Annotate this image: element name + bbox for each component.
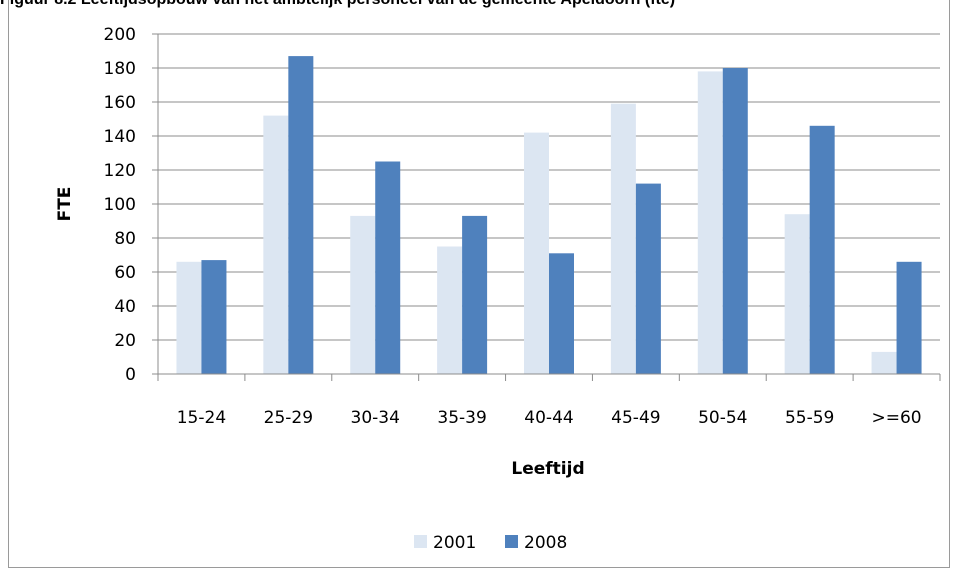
legend-swatch-2008 — [505, 535, 518, 548]
x-tick-label: 45-49 — [611, 408, 660, 428]
bar-2008-15-24 — [201, 260, 227, 374]
bar-2001-50-54 — [697, 71, 723, 375]
y-tick-label: 80 — [114, 229, 136, 249]
y-tick-label: 160 — [104, 93, 136, 113]
y-tick-label: 180 — [104, 59, 136, 79]
x-tick-label: 15-24 — [177, 408, 226, 428]
y-tick-label: 40 — [114, 297, 136, 317]
y-tick-label: 0 — [125, 365, 136, 385]
bar-2008-50-54 — [722, 68, 748, 374]
bar-2008-30-34 — [375, 161, 401, 374]
x-tick-label: >=60 — [871, 408, 921, 428]
legend-label-2001: 2001 — [433, 533, 476, 553]
x-axis-label: Leeftijd — [511, 459, 584, 479]
bar-2001->=60 — [871, 351, 897, 374]
bar-2001-25-29 — [263, 115, 289, 374]
bar-2001-45-49 — [610, 103, 636, 374]
x-tick-label: 30-34 — [351, 408, 400, 428]
bar-2001-30-34 — [350, 215, 376, 374]
y-tick-label: 60 — [114, 263, 136, 283]
y-axis-label: FTE — [55, 187, 75, 222]
bar-2001-15-24 — [176, 261, 202, 374]
bar-2008-45-49 — [635, 183, 661, 374]
y-tick-label: 120 — [104, 161, 136, 181]
bar-2008-55-59 — [809, 125, 835, 374]
y-tick-label: 200 — [104, 25, 136, 45]
y-tick-labels: 0 20 40 60 80 100 120 140 160 180 200 — [104, 25, 136, 385]
x-tick-label: 35-39 — [437, 408, 486, 428]
legend: 2001 2008 — [414, 533, 567, 553]
bar-2001-35-39 — [437, 246, 463, 374]
x-tick-labels: 15-24 25-29 30-34 35-39 40-44 45-49 50-54 55-59… — [177, 408, 922, 428]
legend-label-2008: 2008 — [524, 533, 567, 553]
bar-2001-55-59 — [784, 214, 810, 374]
x-tick-label: 55-59 — [785, 408, 834, 428]
x-tick-label: 25-29 — [264, 408, 313, 428]
x-tick-label: 50-54 — [698, 408, 747, 428]
bar-2008->=60 — [896, 261, 922, 374]
y-tick-label: 140 — [104, 127, 136, 147]
bar-2008-35-39 — [462, 215, 488, 374]
y-tick-label: 100 — [104, 195, 136, 215]
y-tick-label: 20 — [114, 331, 136, 351]
chart-title: Figuur 8.2 Leeftijdsopbouw van het ambte… — [0, 0, 958, 11]
legend-swatch-2001 — [414, 535, 427, 548]
bars — [176, 56, 922, 375]
bar-2008-25-29 — [288, 56, 314, 374]
axes — [152, 33, 941, 381]
bar-2008-40-44 — [549, 253, 574, 374]
x-tick-label: 40-44 — [524, 408, 573, 428]
bar-2001-40-44 — [524, 132, 549, 374]
